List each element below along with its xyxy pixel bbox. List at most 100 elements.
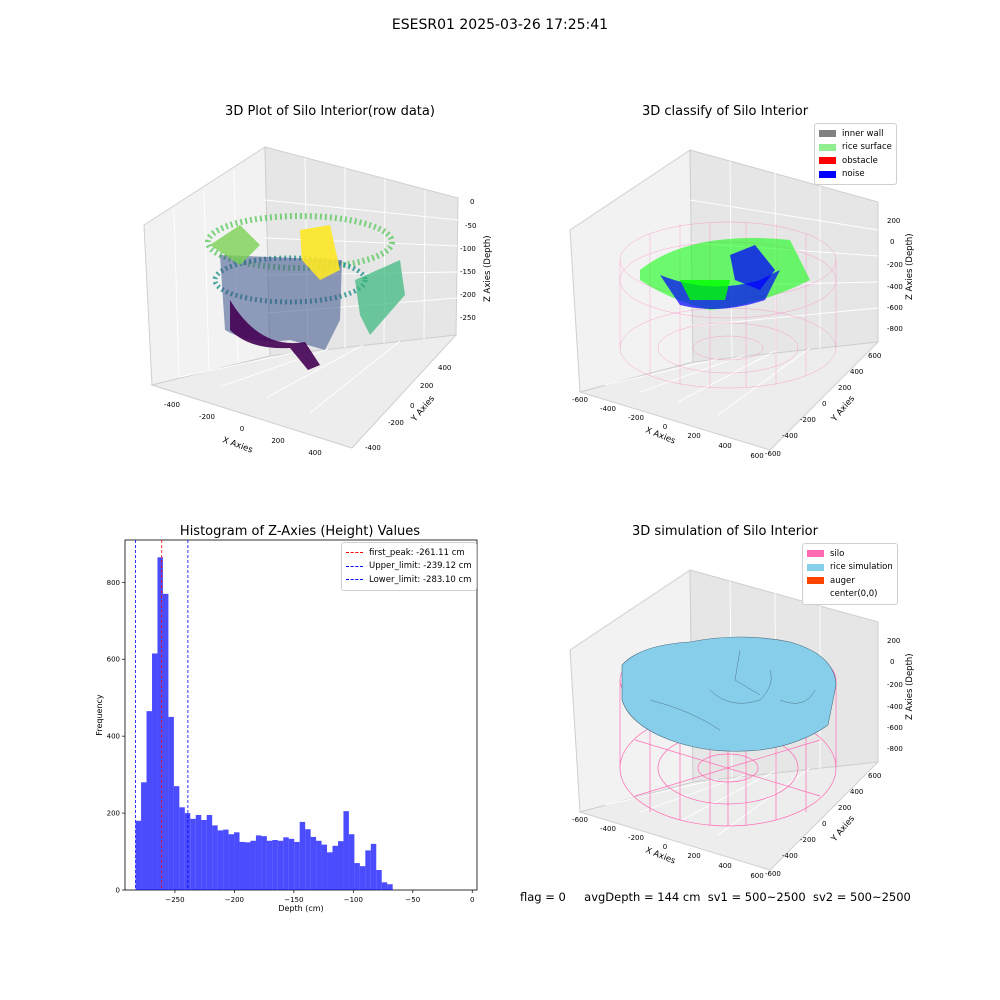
raw-ztick: -150 — [460, 268, 476, 276]
histogram-bar — [370, 843, 377, 890]
histogram-bar — [201, 820, 207, 890]
simulation-ytick: 400 — [850, 788, 863, 796]
legend-label: obstacle — [842, 155, 878, 166]
histogram-bar — [179, 807, 185, 890]
raw-xlabel: X Axies — [221, 435, 254, 455]
histogram-bar — [365, 850, 371, 890]
simulation-legend-item: center(0,0) — [807, 588, 893, 602]
legend-swatch — [819, 143, 836, 151]
histogram-bar — [376, 870, 382, 890]
histogram-chart: −250 −200 −150 −100 −50 0 0 200 400 600 800 Depth… — [95, 539, 478, 913]
classify-ticks: -600 -400 -200 0 200 400 600 -600 -400 -… — [572, 217, 903, 460]
classify-ytick: -400 — [782, 432, 798, 440]
simulation-ztick: -800 — [887, 745, 903, 753]
legend-label: noise — [842, 169, 865, 180]
histogram-bar — [228, 834, 235, 890]
raw-xtick: 200 — [271, 437, 284, 445]
classify-ytick: 200 — [838, 384, 851, 392]
histogram-bar — [135, 820, 142, 890]
simulation-ztick: -200 — [887, 681, 903, 689]
histogram-bar — [381, 882, 388, 890]
classify-ytick: -600 — [765, 450, 781, 458]
y-tick-label: 800 — [107, 579, 120, 587]
raw-xtick: 0 — [240, 425, 244, 433]
raw-scatter-points — [205, 213, 405, 370]
raw-ztick: -200 — [460, 291, 476, 299]
histogram-bar — [162, 593, 169, 890]
histogram-bar — [190, 818, 196, 890]
classify-xlabel: X Axies — [644, 426, 677, 447]
simulation-xlabel: X Axies — [644, 846, 677, 867]
y-tick-label: 400 — [107, 733, 120, 741]
histogram-bar — [310, 836, 317, 890]
legend-label: center(0,0) — [830, 589, 878, 600]
classify-ylabel: Y Axies — [829, 394, 857, 425]
simulation-ytick: 600 — [868, 772, 881, 780]
histogram-bar — [212, 825, 218, 890]
x-tick-label: −100 — [344, 896, 363, 904]
simulation-ztick: 0 — [890, 658, 894, 666]
simulation-ticks: -600 -400 -200 0 200 400 600 -600 -400 -… — [572, 637, 903, 880]
histogram-legend: first_peak: -261.11 cm Upper_limit: -239… — [341, 542, 477, 591]
raw-ytick: 200 — [420, 382, 433, 390]
legend-label: Lower_limit: -283.10 cm — [369, 574, 472, 585]
x-tick-label: −250 — [165, 896, 184, 904]
raw-ytick: -400 — [365, 444, 381, 452]
classify-legend: inner wall rice surface obstacle noise — [814, 123, 897, 185]
histogram-bar — [234, 832, 240, 890]
histogram-x-ticks: −250 −200 −150 −100 −50 0 — [165, 890, 474, 904]
raw-3d-plot: -400 -200 0 200 400 -400 -200 0 200 400 … — [143, 146, 493, 457]
histogram-bar — [206, 815, 213, 890]
classify-ytick: -200 — [800, 416, 816, 424]
histogram-bar — [299, 821, 306, 890]
raw-ztick: -250 — [460, 314, 476, 322]
legend-swatch — [807, 590, 824, 598]
legend-line — [346, 565, 363, 567]
classify-ytick: 0 — [822, 400, 826, 408]
x-tick-label: 0 — [470, 896, 474, 904]
flag-text: flag = 0 — [520, 890, 566, 904]
legend-line — [346, 552, 363, 554]
histogram-bar — [173, 786, 180, 890]
classify-legend-item: noise — [819, 168, 892, 182]
classify-plot-title: 3D classify of Silo Interior — [641, 104, 809, 119]
histogram-bar — [157, 557, 163, 890]
histogram-legend-item: Upper_limit: -239.12 cm — [346, 560, 472, 574]
simulation-ztick: -600 — [887, 724, 903, 732]
histogram-xlabel: Depth (cm) — [278, 904, 323, 913]
simulation-xtick: -600 — [572, 816, 588, 824]
histogram-ylabel: Frequency — [95, 694, 104, 736]
histogram-bar — [244, 842, 251, 890]
raw-xtick: -400 — [164, 401, 180, 409]
raw-ztick: 0 — [470, 198, 474, 206]
raw-xtick: -200 — [199, 413, 215, 421]
simulation-ytick: -400 — [782, 852, 798, 860]
classify-3d-plot: -600 -400 -200 0 200 400 600 -600 -400 -… — [569, 149, 915, 460]
histogram-bar — [217, 830, 224, 890]
raw-ytick: 0 — [410, 402, 414, 410]
classify-points — [640, 238, 810, 310]
histogram-bar — [141, 782, 147, 890]
legend-label: rice surface — [842, 142, 892, 153]
y-tick-label: 600 — [107, 656, 120, 664]
simulation-xtick: 200 — [687, 852, 700, 860]
classify-xtick: 400 — [718, 442, 731, 450]
raw-ztick: -100 — [460, 245, 476, 253]
simulation-ytick: -200 — [800, 836, 816, 844]
legend-label: auger — [830, 575, 855, 586]
simulation-xtick: 400 — [718, 862, 731, 870]
legend-label: rice simulation — [830, 562, 893, 573]
classify-xtick: -200 — [628, 414, 644, 422]
simulation-xtick: -400 — [600, 825, 616, 833]
classify-xtick: 600 — [750, 452, 763, 460]
histogram-bars — [135, 557, 393, 890]
histogram-bar — [272, 840, 278, 890]
simulation-zlabel: Z Axies (Depth) — [905, 653, 915, 720]
histogram-bar — [348, 834, 355, 890]
classify-ytick: 600 — [868, 352, 881, 360]
rice-surface — [621, 636, 837, 752]
simulation-3d-plot: -600 -400 -200 0 200 400 600 -600 -400 -… — [569, 569, 915, 880]
simulation-ztick: 200 — [887, 637, 900, 645]
histogram-bar — [327, 852, 333, 890]
raw-ytick: 400 — [438, 364, 451, 372]
